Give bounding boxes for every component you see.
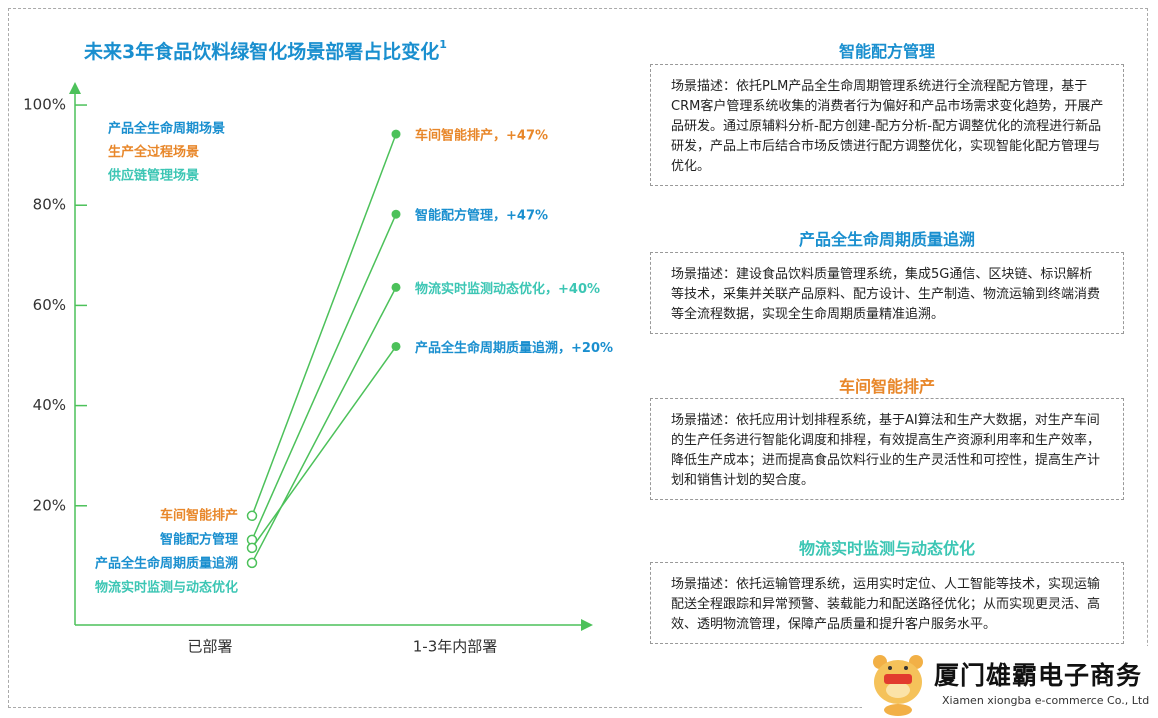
- start-label: 车间智能排产: [160, 508, 238, 524]
- y-tick-label: 20%: [33, 496, 66, 514]
- series-line: [251, 287, 397, 564]
- frame: [8, 8, 1148, 708]
- logo-icon: [873, 655, 923, 716]
- legend-entry: 产品全生命周期场景: [108, 121, 225, 137]
- series-line: [251, 133, 397, 517]
- logo-subtitle: Xiamen xiongba e-commerce Co., Ltd: [942, 694, 1150, 707]
- x-tick-label: 已部署: [187, 638, 232, 656]
- end-label: 物流实时监测动态优化，+40%: [415, 281, 600, 297]
- end-point: [391, 129, 401, 139]
- chart: 未来3年食品饮料绿智化场景部署占比变化1 20% 40% 60% 80% 100% 已部署…: [23, 38, 613, 656]
- end-point: [391, 341, 401, 351]
- section-text: 场景描述：依托PLM产品全生命周期管理系统进行全流程配方管理，基于CRM客户管理…: [650, 64, 1124, 186]
- start-point: [246, 542, 258, 554]
- title-text: 未来3年食品饮料绿智化场景部署占比变化: [83, 40, 439, 63]
- y-tick-label: 100%: [23, 96, 66, 114]
- end-label: 产品全生命周期质量追溯，+20%: [415, 340, 613, 356]
- start-point: [246, 557, 258, 569]
- logo-name: 厦门雄霸电子商务: [934, 661, 1143, 690]
- legend-entry: 生产全过程场景: [108, 144, 199, 160]
- title-note: 1: [439, 38, 447, 51]
- section-text: 场景描述：依托运输管理系统，运用实时定位、人工智能等技术，实现运输配送全程跟踪和…: [650, 562, 1124, 644]
- section-title: 产品全生命周期质量追溯: [798, 230, 975, 249]
- section-text: 场景描述：建设食品饮料质量管理系统，集成5G通信、区块链、标识解析等技术，采集并…: [650, 252, 1124, 334]
- chart-title: 未来3年食品饮料绿智化场景部署占比变化1: [83, 38, 447, 63]
- start-label: 产品全生命周期质量追溯: [95, 556, 238, 572]
- legend-entry: 供应链管理场景: [107, 168, 199, 184]
- end-label: 智能配方管理，+47%: [415, 208, 548, 224]
- section-title: 物流实时监测与动态优化: [798, 539, 975, 558]
- start-point: [246, 510, 258, 522]
- end-label: 车间智能排产，+47%: [415, 128, 548, 144]
- section-title: 车间智能排产: [838, 377, 935, 396]
- section-text: 场景描述：依托应用计划排程系统，基于AI算法和生产大数据，对生产车间的生产任务进…: [650, 398, 1124, 500]
- start-label: 智能配方管理: [160, 532, 238, 548]
- y-tick-label: 60%: [33, 296, 66, 314]
- section-title: 智能配方管理: [838, 42, 935, 61]
- series-line: [251, 346, 397, 549]
- series-line: [251, 213, 397, 541]
- start-label: 物流实时监测与动态优化: [95, 580, 238, 596]
- x-tick-label: 1-3年内部署: [413, 638, 498, 656]
- end-point: [391, 282, 401, 292]
- y-tick-label: 40%: [33, 396, 66, 414]
- logo: 厦门雄霸电子商务 Xiamen xiongba e-commerce Co., …: [862, 646, 1158, 718]
- end-point: [391, 209, 401, 219]
- y-tick-label: 80%: [33, 196, 66, 214]
